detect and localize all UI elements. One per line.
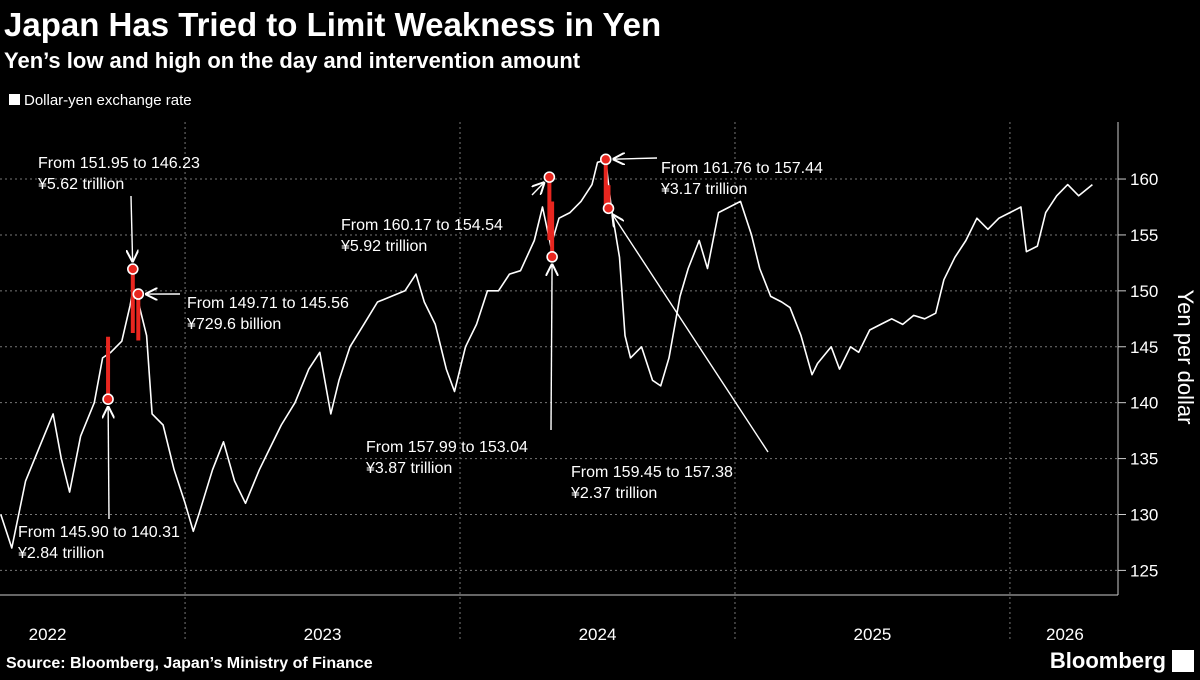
annotation-amount: ¥3.17 trillion [660, 181, 747, 198]
intervention-point [103, 394, 113, 404]
chart-title: Japan Has Tried to Limit Weakness in Yen [4, 6, 661, 43]
intervention-point [601, 154, 611, 164]
annotation-arrow [614, 158, 657, 159]
annotation-amount: ¥729.6 billion [186, 316, 281, 333]
y-tick-label: 140 [1130, 394, 1158, 413]
x-tick-label: 2023 [304, 625, 342, 644]
annotation-amount: ¥5.62 trillion [37, 176, 124, 193]
x-tick-label: 2025 [854, 625, 892, 644]
y-tick-label: 135 [1130, 450, 1158, 469]
annotation-label: From 159.45 to 157.38 [571, 464, 733, 481]
y-tick-label: 160 [1130, 170, 1158, 189]
source: Source: Bloomberg, Japan’s Ministry of F… [6, 655, 373, 672]
intervention-point [547, 252, 557, 262]
annotation-label: From 160.17 to 154.54 [341, 217, 503, 234]
annotation-arrow [551, 265, 552, 430]
annotation-label: From 151.95 to 146.23 [38, 155, 200, 172]
annotation-arrow [131, 196, 133, 261]
x-tick-label: 2024 [579, 625, 617, 644]
brand: Bloomberg [1050, 648, 1166, 673]
y-axis-title: Yen per dollar [1173, 290, 1198, 425]
intervention-point [603, 203, 613, 213]
annotation-amount: ¥3.87 trillion [365, 460, 452, 477]
annotation-label: From 149.71 to 145.56 [187, 295, 349, 312]
x-tick-label: 2022 [29, 625, 67, 644]
annotation-label: From 145.90 to 140.31 [18, 524, 180, 541]
annotation-label: From 157.99 to 153.04 [366, 439, 528, 456]
intervention-point [544, 172, 554, 182]
y-tick-label: 125 [1130, 561, 1158, 580]
annotation-label: From 161.76 to 157.44 [661, 160, 823, 177]
y-tick-label: 130 [1130, 505, 1158, 524]
annotation-arrow [532, 183, 544, 195]
legend-label: Dollar-yen exchange rate [24, 92, 192, 109]
y-tick-label: 155 [1130, 226, 1158, 245]
price-line [1, 160, 1093, 548]
annotation-arrow [108, 407, 109, 519]
intervention-point [133, 289, 143, 299]
annotation-amount: ¥2.84 trillion [17, 545, 104, 562]
annotation-arrow [613, 215, 768, 452]
brand-icon [1172, 650, 1194, 672]
chart-subtitle: Yen’s low and high on the day and interv… [4, 48, 581, 73]
annotation-amount: ¥5.92 trillion [340, 238, 427, 255]
x-tick-label: 2026 [1046, 625, 1084, 644]
intervention-point [128, 264, 138, 274]
y-tick-label: 150 [1130, 282, 1158, 301]
annotation-amount: ¥2.37 trillion [570, 485, 657, 502]
y-tick-label: 145 [1130, 338, 1158, 357]
legend-swatch [9, 94, 20, 105]
